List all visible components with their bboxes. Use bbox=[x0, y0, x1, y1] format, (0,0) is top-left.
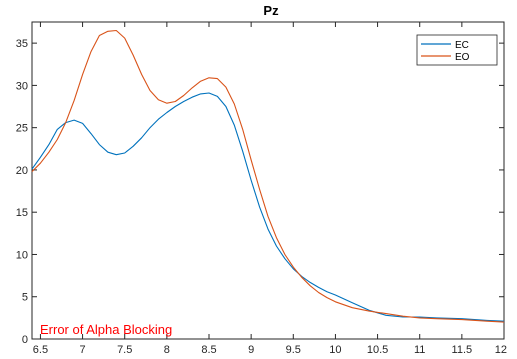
legend-label-eo: EO bbox=[455, 52, 470, 63]
x-tick-label: 8 bbox=[164, 344, 170, 356]
y-tick-label: 30 bbox=[16, 80, 28, 92]
y-tick-label: 5 bbox=[22, 292, 28, 304]
x-tick-label: 9 bbox=[248, 344, 254, 356]
y-tick-label: 10 bbox=[16, 249, 28, 261]
y-tick-label: 35 bbox=[16, 38, 28, 50]
y-tick-label: 25 bbox=[16, 123, 28, 135]
legend-box bbox=[416, 34, 498, 66]
x-tick-label: 6.5 bbox=[33, 344, 48, 356]
x-tick-label: 7.5 bbox=[117, 344, 132, 356]
y-tick-label: 15 bbox=[16, 207, 28, 219]
x-tick-label: 12 bbox=[495, 344, 507, 356]
x-tick-label: 11.5 bbox=[452, 344, 473, 356]
x-tick-label: 8.5 bbox=[201, 344, 216, 356]
series-line-ec bbox=[31, 92, 505, 322]
chart-title: Pz bbox=[263, 3, 279, 18]
legend-label-ec: EC bbox=[455, 40, 469, 51]
plot-area bbox=[31, 21, 505, 340]
y-tick-label: 20 bbox=[16, 165, 28, 177]
x-tick-label: 11 bbox=[414, 344, 425, 356]
x-tick-label: 9.5 bbox=[286, 344, 301, 356]
x-tick-label: 10 bbox=[329, 344, 341, 356]
error-annotation: Error of Alpha Blocking bbox=[40, 322, 172, 337]
series-layer bbox=[31, 29, 505, 323]
x-axis: 6.5 7 7.5 8 8.5 9 9.5 10 10.5 11 11.5 12 bbox=[33, 22, 507, 356]
y-tick-label: 0 bbox=[22, 334, 28, 346]
x-tick-label: 10.5 bbox=[367, 344, 388, 356]
series-line-eo bbox=[31, 29, 505, 323]
x-tick-label: 7 bbox=[80, 344, 86, 356]
y-axis: 0 5 10 15 20 25 30 35 bbox=[16, 38, 504, 346]
